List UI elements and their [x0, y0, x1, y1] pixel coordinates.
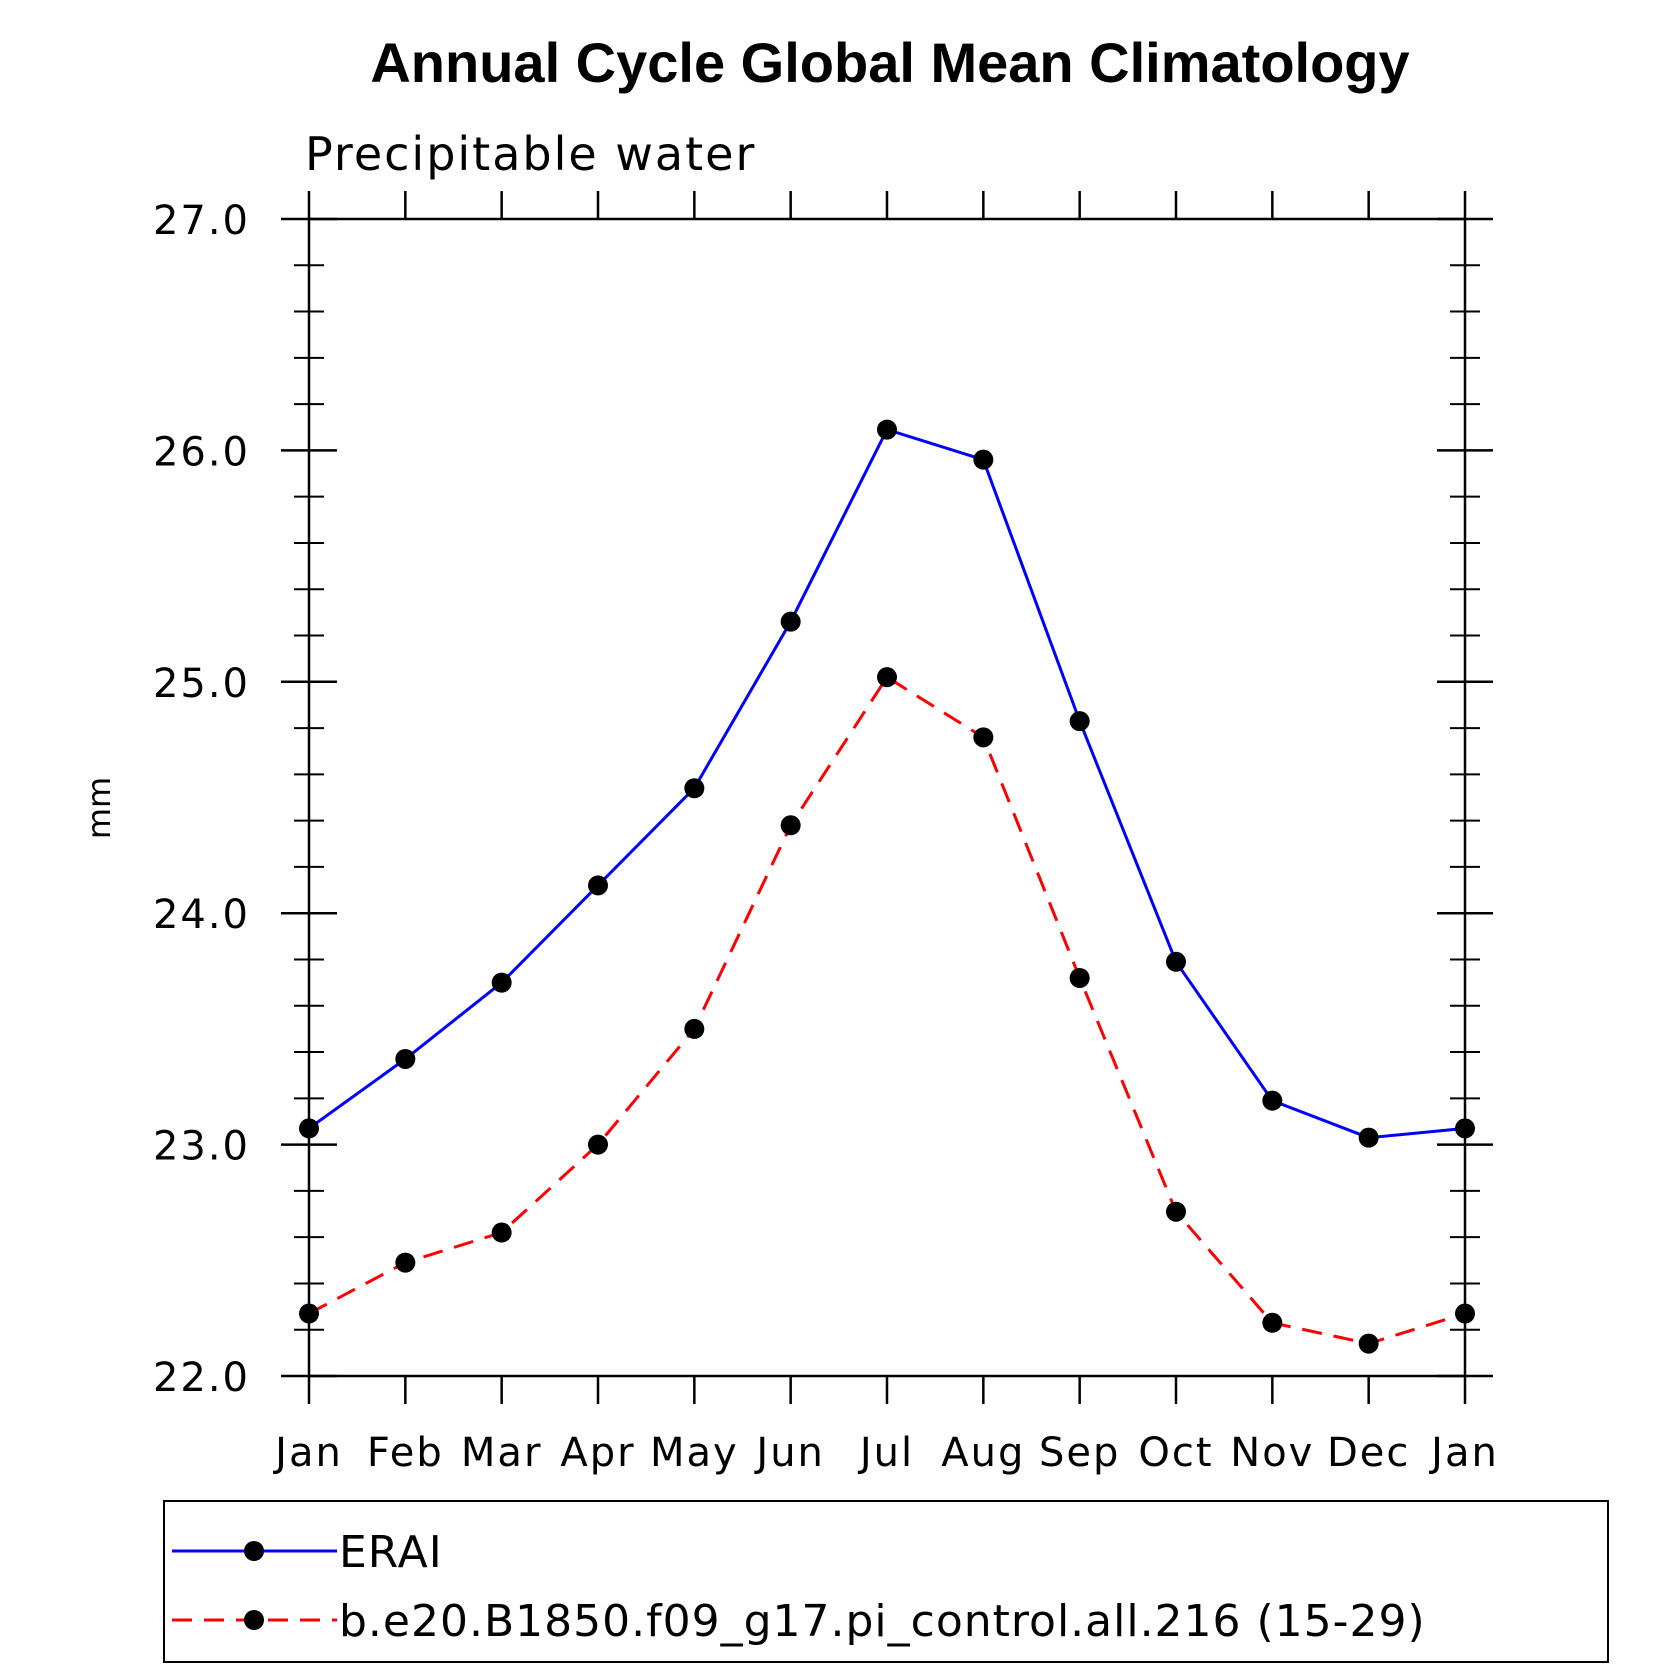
legend-label-model: b.e20.B1850.f09_g17.pi_control.all.216 (…	[339, 1596, 1426, 1647]
legend-box	[163, 1500, 1609, 1663]
series-0-point	[1262, 1090, 1283, 1111]
x-tick-label: Feb	[367, 1430, 444, 1476]
series-points	[299, 419, 1475, 1354]
y-tick-label: 25.0	[153, 661, 250, 707]
series-0-point	[1166, 951, 1186, 972]
x-tick-label: Aug	[941, 1430, 1025, 1476]
series-0-point	[684, 778, 705, 799]
x-tick-label: Jan	[272, 1430, 343, 1476]
series-1-point	[780, 815, 801, 836]
y-tick-label: 22.0	[153, 1355, 250, 1401]
series-1-point	[395, 1252, 416, 1273]
series-1-point	[1069, 967, 1090, 988]
x-tick-label: Jul	[857, 1430, 914, 1476]
series-0-point	[588, 875, 608, 896]
series-lines	[308, 427, 1466, 1346]
chart-title: Annual Cycle Global Mean Climatology	[370, 31, 1409, 94]
series-0-point	[1358, 1127, 1379, 1148]
series-0-point	[299, 1118, 319, 1139]
y-axis-label: mm	[80, 777, 118, 839]
series-1-point	[588, 1134, 608, 1155]
chart-subtitle: Precipitable water	[305, 127, 756, 181]
series-1-point	[1262, 1312, 1283, 1333]
legend-label-erai: ERAI	[339, 1527, 443, 1578]
y-tick-label: 26.0	[153, 429, 250, 475]
series-1-point	[877, 667, 897, 688]
series-0-point	[877, 419, 897, 440]
series-line-0	[308, 427, 1466, 1140]
y-tick-label: 23.0	[153, 1124, 250, 1170]
series-1-point	[491, 1222, 512, 1243]
y-tick-label: 27.0	[153, 198, 250, 244]
series-0-point	[1455, 1118, 1475, 1139]
series-1-point	[684, 1018, 705, 1039]
series-0-point	[780, 611, 801, 632]
plot-frame	[307, 217, 1467, 1378]
y-tick-label: 24.0	[153, 892, 250, 938]
x-tick-label: May	[650, 1430, 739, 1476]
legend: ERAI b.e20.B1850.f09_g17.pi_control.all.…	[163, 1500, 1609, 1663]
x-tick-label: Jan	[1428, 1430, 1499, 1476]
x-tick-label: Nov	[1230, 1430, 1314, 1476]
legend-marker-model	[244, 1610, 264, 1630]
x-tick-label: Dec	[1327, 1430, 1410, 1476]
series-0-point	[1069, 711, 1090, 732]
series-1-point	[1455, 1303, 1475, 1324]
x-tick-label: Mar	[461, 1430, 542, 1476]
series-1-point	[1166, 1201, 1186, 1222]
x-tick-label: Jun	[753, 1430, 825, 1476]
series-line-1	[308, 675, 1466, 1346]
series-0-point	[973, 449, 994, 470]
series-1-point	[299, 1303, 319, 1324]
legend-marker-erai	[244, 1541, 264, 1561]
tick-labels: Jan Feb Mar Apr May Jun Jul Aug Sep Oct Nov Dec Jan 2…	[153, 198, 1499, 1476]
series-1-point	[973, 727, 994, 748]
x-tick-label: Sep	[1039, 1430, 1120, 1476]
series-1-point	[1358, 1333, 1379, 1354]
x-tick-label: Oct	[1138, 1430, 1213, 1476]
series-0-point	[491, 972, 512, 993]
x-tick-label: Apr	[560, 1430, 635, 1476]
axes	[281, 191, 1493, 1404]
series-0-point	[395, 1048, 416, 1069]
